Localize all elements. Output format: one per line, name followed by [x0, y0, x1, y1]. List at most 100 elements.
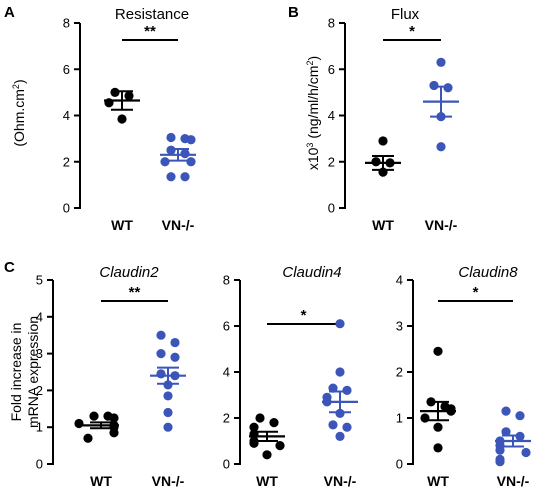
panel-b-y-tick-label: 2	[328, 154, 335, 169]
claudin2-point-wt	[74, 418, 84, 429]
panel-b-point-vn	[436, 57, 446, 67]
claudin2-point-vn	[163, 407, 173, 418]
claudin2-point-wt	[109, 428, 119, 438]
claudin8-point-wt	[433, 422, 443, 432]
claudin2-point-wt	[109, 413, 119, 423]
claudin2-y-tick-label: 2	[36, 383, 43, 398]
claudin4-title: Claudin4	[282, 264, 341, 281]
panel-c-ylabel: Fold increase in mRNA expression	[8, 316, 41, 428]
claudin8-category-vn: VN-/-	[497, 473, 530, 489]
claudin8-point-vn	[501, 427, 511, 437]
panel-a-point-vn	[180, 172, 190, 182]
panel-a-point-vn	[180, 149, 190, 159]
panel-b-y-tick-label: 6	[328, 62, 335, 77]
claudin2-point-vn	[163, 422, 173, 432]
panel-a-point-vn	[186, 157, 196, 167]
panel-b-point-vn	[443, 83, 453, 93]
panel-b-y-tick-label: 8	[328, 16, 335, 31]
claudin8-point-vn	[495, 445, 505, 455]
panel-a-point-vn	[186, 135, 196, 145]
claudin2-significance-label: **	[129, 284, 141, 301]
panel-b-point-wt	[371, 157, 381, 167]
panel-c: C Claudin2 Claudin4 Claudin8 Fold increa…	[4, 259, 531, 489]
claudin8-y-tick-label: 3	[396, 319, 403, 334]
claudin8-plot: 0 1 2 3 4 * WT VN-/-	[396, 273, 531, 489]
panel-a-point-wt	[117, 114, 127, 124]
claudin4-y-tick-label: 8	[223, 273, 230, 288]
claudin2-point-vn	[156, 369, 166, 379]
claudin4-y-tick-label: 2	[223, 411, 230, 426]
claudin8-category-wt: WT	[427, 473, 449, 489]
claudin4-point-vn	[335, 367, 345, 377]
panel-a-y-tick-label: 4	[63, 108, 70, 123]
panel-letter-c: C	[4, 259, 15, 276]
panel-b-point-vn	[436, 142, 446, 152]
panel-a-point-wt	[124, 91, 134, 101]
panel-a-plot: 0 2 4 6 8 ** WT VN-/-	[63, 16, 196, 233]
claudin8-y-tick-label: 1	[396, 411, 403, 426]
panel-a-y-tick-label: 6	[63, 62, 70, 77]
claudin4-significance-label: *	[301, 307, 307, 324]
claudin4-point-wt	[255, 413, 265, 423]
claudin2-category-vn: VN-/-	[152, 473, 185, 489]
panel-a-y-tick-label: 0	[63, 201, 70, 216]
panel-a: A Resistance (Ohm.cm2) 0 2 4 6 8 ** WT VN-/-	[4, 4, 196, 233]
claudin4-point-vn	[328, 383, 338, 393]
claudin8-y-tick-label: 4	[396, 273, 403, 288]
panel-b-category-vn: VN-/-	[425, 217, 458, 233]
claudin8-point-vn	[495, 457, 505, 467]
claudin4-y-tick-label: 6	[223, 319, 230, 334]
claudin8-point-vn	[521, 447, 531, 458]
claudin4-y-tick-label: 4	[223, 365, 230, 380]
claudin2-y-tick-label: 0	[36, 457, 43, 472]
claudin2-point-wt	[89, 411, 99, 421]
panel-a-point-wt	[110, 87, 120, 97]
panel-a-significance-label: **	[144, 23, 156, 40]
panel-a-point-vn	[166, 132, 176, 143]
panel-b-category-wt: WT	[372, 217, 394, 233]
claudin4-point-wt	[269, 418, 279, 428]
claudin4-point-vn	[342, 422, 352, 432]
panel-b-point-wt	[378, 136, 388, 146]
claudin8-point-vn	[515, 411, 525, 421]
claudin2-point-vn	[156, 330, 166, 340]
panel-b-significance-label: *	[409, 23, 415, 40]
claudin4-point-vn	[328, 420, 338, 430]
panel-a-ylabel: (Ohm.cm2)	[11, 79, 27, 146]
claudin2-y-tick-label: 3	[36, 346, 43, 361]
claudin4-point-wt	[262, 450, 272, 460]
panel-a-title: Resistance	[115, 6, 189, 23]
claudin4-point-wt	[249, 422, 259, 432]
claudin2-y-tick-label: 4	[36, 309, 43, 324]
claudin2-y-tick-label: 1	[36, 420, 43, 435]
panel-b-ylabel: x103 (ng/ml/h/cm2)	[305, 56, 321, 170]
panel-a-category-vn: VN-/-	[162, 217, 195, 233]
claudin2-point-vn	[170, 337, 180, 348]
panel-letter-b: B	[288, 4, 299, 21]
claudin4-category-wt: WT	[256, 473, 278, 489]
panel-b-title: Flux	[391, 6, 420, 23]
panel-a-point-vn	[166, 172, 176, 182]
panel-c-ylabel-line2: mRNA expression	[25, 316, 41, 428]
claudin8-point-vn	[501, 406, 511, 416]
claudin8-point-wt	[433, 443, 443, 453]
claudin4-point-wt	[275, 441, 285, 451]
panel-b-y-tick-label: 4	[328, 108, 335, 123]
claudin4-y-tick-label: 0	[223, 457, 230, 472]
claudin2-title: Claudin2	[99, 264, 159, 281]
claudin2-point-vn	[163, 391, 173, 401]
panel-a-category-wt: WT	[111, 217, 133, 233]
panel-a-y-tick-label: 2	[63, 154, 70, 169]
panel-a-y-tick-label: 8	[63, 16, 70, 31]
claudin8-y-tick-label: 2	[396, 365, 403, 380]
panel-a-point-vn	[160, 157, 170, 167]
claudin2-point-vn	[156, 349, 166, 359]
claudin8-title: Claudin8	[458, 264, 518, 281]
claudin4-point-vn	[335, 319, 345, 329]
panel-b: B Flux x103 (ng/ml/h/cm2) 0 2 4 6 8 * WT VN-/-	[288, 4, 459, 233]
claudin4-plot: 0 2 4 6 8 * WT VN-/-	[223, 273, 358, 489]
claudin2-point-wt	[83, 433, 93, 443]
claudin8-y-tick-label: 0	[396, 457, 403, 472]
panel-b-point-vn	[429, 80, 439, 91]
